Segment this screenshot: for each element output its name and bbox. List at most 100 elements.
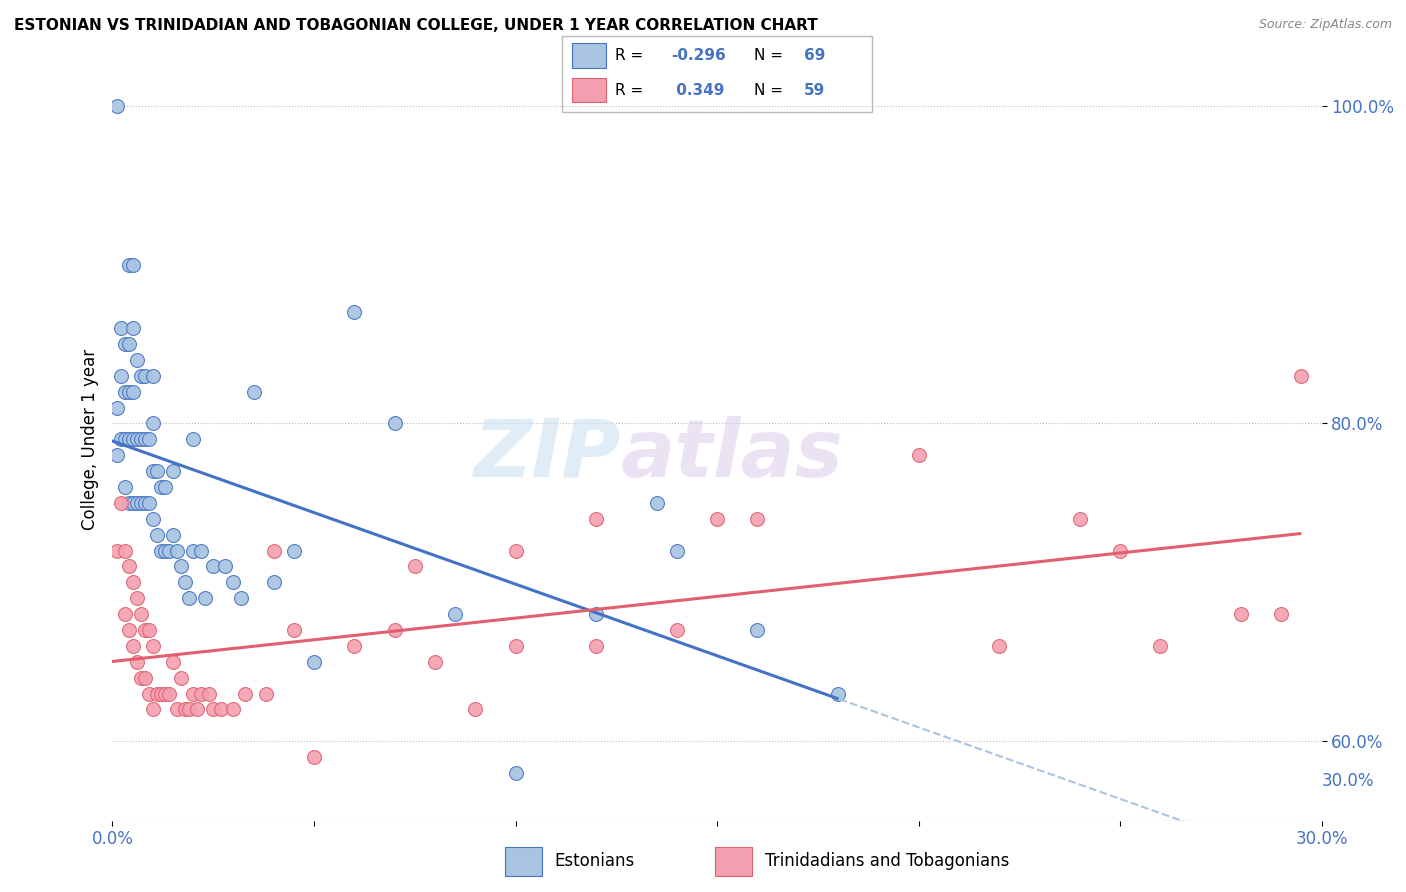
Point: [231, 591, 253, 606]
Point: [105, 98, 128, 112]
Point: [121, 384, 143, 399]
Point: [283, 623, 305, 637]
Point: [114, 543, 136, 558]
Text: R =: R =: [614, 48, 643, 63]
Point: [142, 464, 165, 478]
Point: [505, 639, 527, 653]
Point: [1149, 639, 1171, 653]
Point: [117, 496, 139, 510]
Point: [505, 543, 527, 558]
Point: [117, 559, 139, 574]
Text: 30.0%: 30.0%: [1322, 772, 1374, 790]
Point: [302, 750, 325, 764]
Point: [142, 417, 165, 431]
Point: [134, 623, 156, 637]
Point: [343, 639, 366, 653]
Point: [125, 432, 148, 446]
Point: [142, 368, 165, 383]
Point: [283, 543, 305, 558]
Text: 0.349: 0.349: [671, 83, 724, 98]
Point: [153, 687, 176, 701]
Point: [166, 702, 188, 716]
Point: [162, 655, 184, 669]
Point: [1109, 543, 1132, 558]
Point: [134, 432, 156, 446]
Point: [142, 639, 165, 653]
Point: [706, 512, 728, 526]
Text: 69: 69: [804, 48, 825, 63]
Point: [129, 607, 152, 621]
Point: [121, 258, 143, 272]
Point: [134, 671, 156, 685]
Bar: [572, 78, 606, 103]
Point: [181, 543, 204, 558]
Point: [129, 432, 152, 446]
Text: N =: N =: [754, 83, 783, 98]
Point: [209, 702, 232, 716]
Point: [117, 432, 139, 446]
Point: [174, 575, 197, 590]
Point: [181, 432, 204, 446]
Point: [464, 702, 486, 716]
Point: [129, 671, 152, 685]
Point: [505, 766, 527, 780]
Point: [146, 527, 169, 541]
Point: [827, 687, 849, 701]
Point: [665, 623, 688, 637]
Point: [423, 655, 446, 669]
Point: [747, 512, 769, 526]
Point: [114, 337, 136, 351]
Point: [177, 702, 200, 716]
Point: [988, 639, 1011, 653]
Point: [177, 591, 200, 606]
Point: [198, 687, 221, 701]
Point: [142, 702, 165, 716]
Point: [444, 607, 467, 621]
Point: [235, 687, 257, 701]
Point: [134, 368, 156, 383]
Point: [142, 512, 165, 526]
Point: [121, 321, 143, 335]
Point: [149, 687, 172, 701]
Point: [121, 496, 143, 510]
Point: [153, 480, 176, 494]
Point: [138, 496, 160, 510]
Point: [125, 591, 148, 606]
Point: [1270, 607, 1292, 621]
Text: atlas: atlas: [620, 416, 844, 493]
Point: [146, 464, 169, 478]
Text: Source: ZipAtlas.com: Source: ZipAtlas.com: [1258, 18, 1392, 31]
Point: [202, 702, 225, 716]
Point: [190, 543, 212, 558]
Point: [254, 687, 277, 701]
Point: [138, 432, 160, 446]
Point: [114, 432, 136, 446]
Point: [585, 639, 607, 653]
Point: [121, 575, 143, 590]
Point: [194, 591, 217, 606]
Point: [157, 543, 180, 558]
Point: [114, 384, 136, 399]
Point: [138, 687, 160, 701]
Point: [114, 480, 136, 494]
Point: [110, 321, 132, 335]
Point: [170, 671, 193, 685]
Point: [125, 655, 148, 669]
Point: [114, 607, 136, 621]
Point: [105, 401, 128, 415]
Point: [222, 575, 245, 590]
Point: [129, 368, 152, 383]
Point: [645, 496, 668, 510]
Point: [134, 496, 156, 510]
Point: [174, 702, 197, 716]
Point: [170, 559, 193, 574]
Point: [117, 623, 139, 637]
Point: [302, 655, 325, 669]
Point: [1230, 607, 1253, 621]
Point: [214, 559, 236, 574]
Point: [263, 575, 285, 590]
Text: ESTONIAN VS TRINIDADIAN AND TOBAGONIAN COLLEGE, UNDER 1 YEAR CORRELATION CHART: ESTONIAN VS TRINIDADIAN AND TOBAGONIAN C…: [14, 18, 818, 33]
Text: -0.296: -0.296: [671, 48, 725, 63]
Text: Trinidadians and Tobagonians: Trinidadians and Tobagonians: [765, 852, 1010, 870]
Bar: [716, 847, 752, 876]
